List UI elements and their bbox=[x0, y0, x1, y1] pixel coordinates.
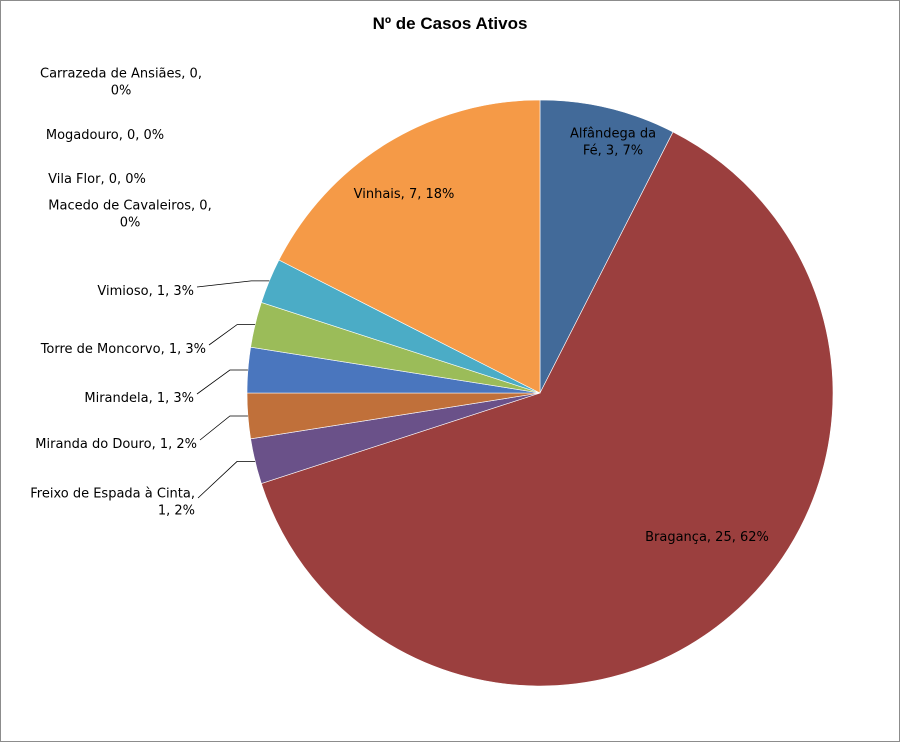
leader-line-vimioso bbox=[196, 280, 270, 288]
data-label-torre-de-moncorvo: Torre de Moncorvo, 1, 3% bbox=[40, 342, 206, 357]
pie-slice-braganca bbox=[260, 131, 834, 687]
data-label-vila-flor: Vila Flor, 0, 0% bbox=[48, 172, 146, 187]
data-label-miranda-do-douro: Miranda do Douro, 1, 2% bbox=[35, 437, 197, 452]
pie-slice-alfandega-da-fe bbox=[539, 99, 674, 394]
data-label-vinhais: Vinhais, 7, 18% bbox=[354, 187, 455, 202]
data-label-alfandega-da-fe: Alfândega da Fé, 3, 7% bbox=[570, 127, 656, 159]
leader-line-torre-de-moncorvo bbox=[208, 324, 256, 346]
data-label-braganca: Bragança, 25, 62% bbox=[645, 530, 769, 545]
pie-slice-vinhais bbox=[278, 99, 541, 394]
leader-line-mirandela bbox=[196, 369, 248, 395]
data-label-freixo-de-espada-a-cinta: Freixo de Espada à Cinta, 1, 2% bbox=[30, 487, 195, 519]
data-label-vimioso: Vimioso, 1, 3% bbox=[97, 284, 194, 299]
data-label-macedo-de-cavaleiros: Macedo de Cavaleiros, 0, 0% bbox=[48, 199, 211, 231]
leader-line-miranda-do-douro bbox=[199, 415, 248, 441]
data-label-mirandela: Mirandela, 1, 3% bbox=[84, 391, 194, 406]
chart-title: Nº de Casos Ativos bbox=[372, 14, 528, 33]
data-label-carrazeda-de-ansiaes: Carrazeda de Ansiães, 0, 0% bbox=[40, 67, 202, 99]
data-label-mogadouro: Mogadouro, 0, 0% bbox=[46, 128, 164, 143]
leader-line-freixo-de-espada-a-cinta bbox=[197, 460, 256, 499]
